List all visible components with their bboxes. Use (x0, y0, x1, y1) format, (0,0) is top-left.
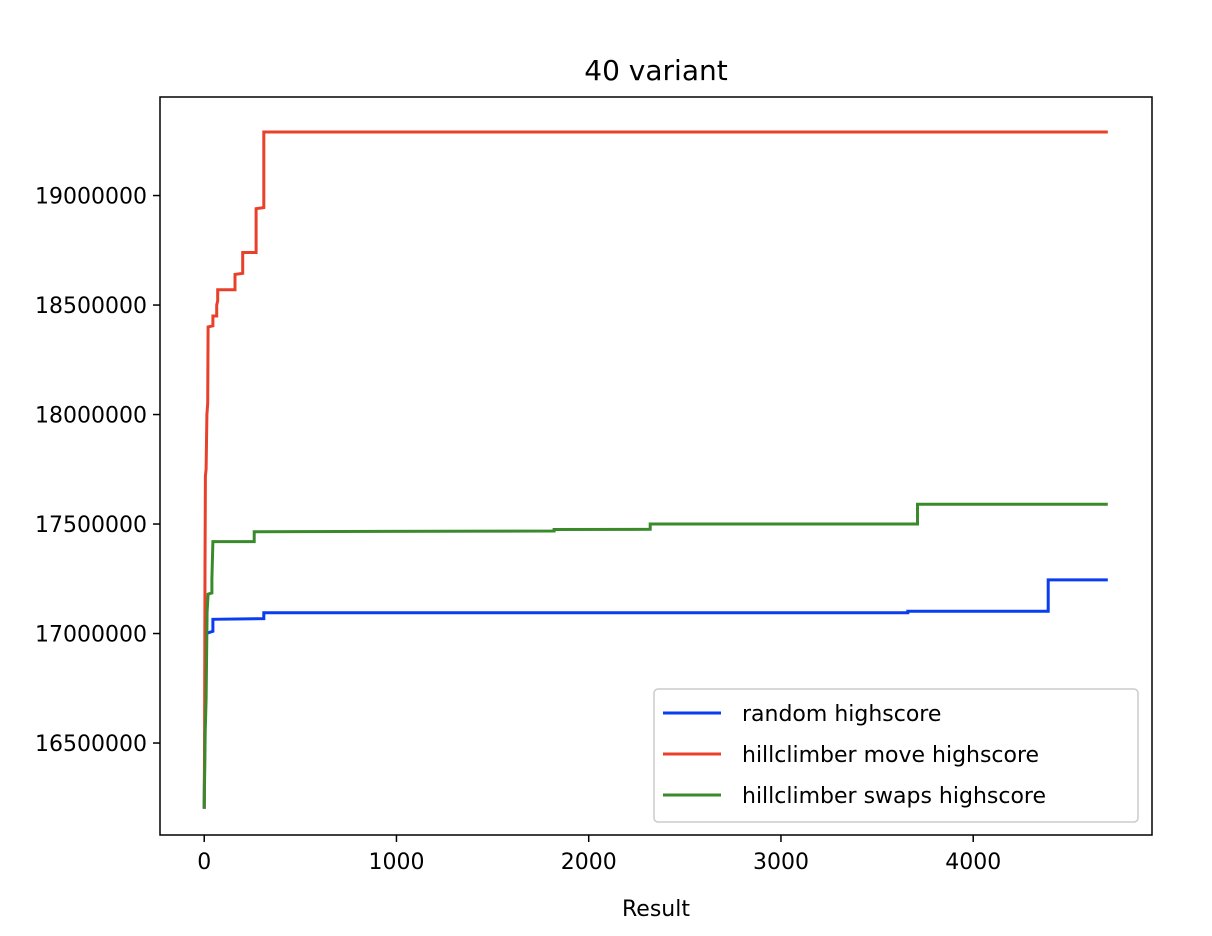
x-tick-label-4: 4000 (945, 850, 1001, 875)
y-tick-label-1: 17000000 (35, 623, 147, 648)
y-tick-label-4: 18500000 (35, 294, 147, 319)
legend-label-1: hillclimber move highscore (742, 743, 1039, 768)
legend: random highscore hillclimber move highsco… (653, 688, 1139, 823)
series-line-2 (202, 502, 1108, 809)
series-layer (202, 130, 1108, 809)
x-axis: 0 1000 2000 3000 4000 (197, 835, 1001, 875)
plot-frame (159, 96, 1153, 836)
x-tick-label-2: 2000 (561, 850, 617, 875)
y-axis: 16500000 17000000 17500000 18000000 18500000… (35, 185, 160, 757)
legend-box (653, 688, 1139, 823)
y-tick-label-0: 16500000 (35, 732, 147, 757)
series-line-1 (202, 130, 1108, 809)
x-tick-label-0: 0 (197, 850, 211, 875)
y-tick-label-2: 17500000 (35, 513, 147, 538)
legend-label-0: random highscore (742, 702, 941, 727)
legend-label-2: hillclimber swaps highscore (742, 784, 1046, 809)
x-tick-label-3: 3000 (753, 850, 809, 875)
x-tick-label-1: 1000 (368, 850, 424, 875)
x-axis-label: Result (622, 897, 690, 922)
y-tick-label-3: 18000000 (35, 404, 147, 429)
y-tick-label-5: 19000000 (35, 185, 147, 210)
chart-title: 40 variant (584, 54, 727, 87)
